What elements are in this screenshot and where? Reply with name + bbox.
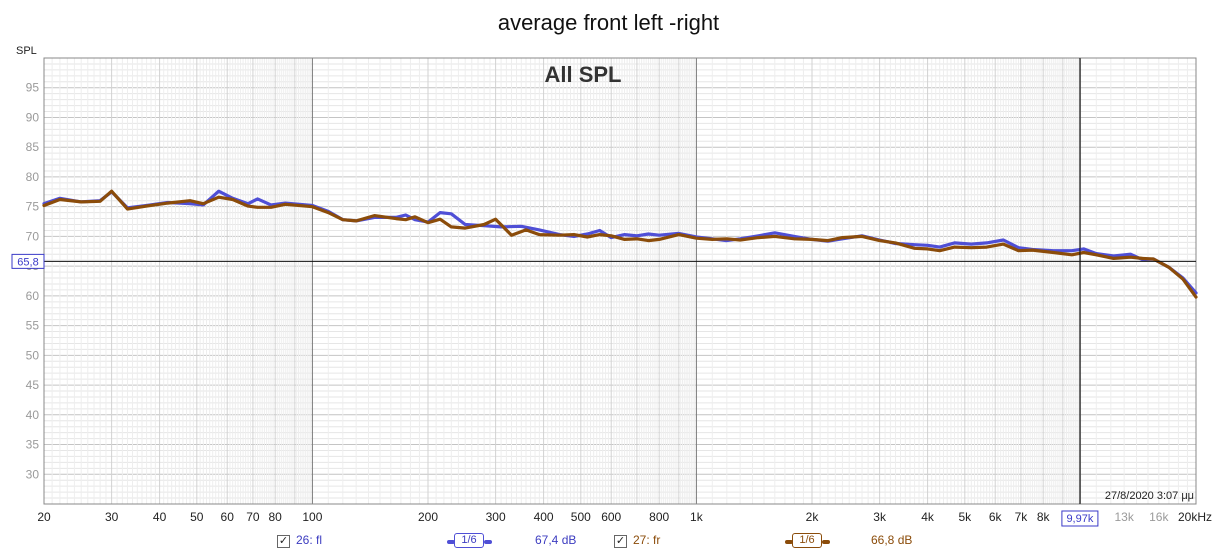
- legend-trace-handle-fr: [785, 540, 793, 544]
- x-tick-label: 200: [418, 510, 438, 524]
- label-layer: All SPLSPL303540455055606570758085909520…: [11, 45, 1212, 527]
- cursor-y-readout: 65,8: [17, 256, 38, 268]
- plot-frame: [43, 57, 1197, 505]
- legend-checkbox-fr[interactable]: ✓: [614, 535, 627, 548]
- plot-subtitle: All SPL: [544, 62, 621, 87]
- plot-area: [44, 58, 1196, 504]
- x-tick-label: 4k: [921, 510, 935, 524]
- x-tick-label: 500: [571, 510, 591, 524]
- legend-trace-handle-fl-right: [484, 540, 492, 544]
- x-tick-label: 5k: [958, 510, 972, 524]
- x-tick-label: 50: [190, 510, 204, 524]
- legend-smoothing-fr[interactable]: 1/6: [792, 533, 822, 548]
- legend-name-fr: 27: fr: [633, 533, 661, 547]
- x-tick-label: 80: [269, 510, 283, 524]
- legend-name-fl: 26: fl: [296, 533, 323, 547]
- y-tick-label: 75: [26, 200, 40, 214]
- legend-smoothing-fl[interactable]: 1/6: [454, 533, 484, 548]
- x-tick-label: 70: [246, 510, 260, 524]
- y-tick-label: 40: [26, 408, 40, 422]
- x-tick-label: 20kHz: [1178, 510, 1212, 524]
- legend-checkbox-fl[interactable]: ✓: [277, 535, 290, 548]
- y-tick-label: 90: [26, 110, 40, 124]
- x-tick-label: 16k: [1149, 510, 1169, 524]
- y-tick-label: 95: [26, 81, 40, 95]
- y-tick-label: 85: [26, 140, 40, 154]
- legend-value-fl: 67,4 dB: [535, 533, 577, 547]
- x-tick-label: 300: [486, 510, 506, 524]
- cursor-x-readout: 9,97k: [1066, 513, 1093, 525]
- x-tick-label: 6k: [989, 510, 1003, 524]
- x-tick-label: 8k: [1037, 510, 1051, 524]
- y-axis-label: SPL: [16, 45, 37, 57]
- x-tick-label: 20: [37, 510, 51, 524]
- legend-value-fr: 66,8 dB: [871, 533, 913, 547]
- legend-trace-handle-fl: [447, 540, 455, 544]
- x-tick-label: 40: [153, 510, 167, 524]
- grid-layer: [43, 57, 1197, 505]
- y-tick-label: 55: [26, 319, 40, 333]
- legend-trace-handle-fr-right: [822, 540, 830, 544]
- x-tick-label: 100: [302, 510, 322, 524]
- x-tick-label: 7k: [1015, 510, 1029, 524]
- y-tick-label: 70: [26, 229, 40, 243]
- x-tick-label: 400: [534, 510, 554, 524]
- y-tick-label: 45: [26, 378, 40, 392]
- cursor-y-readout-box: [11, 253, 45, 269]
- y-tick-label: 30: [26, 467, 40, 481]
- series-line-fr: [42, 189, 1198, 299]
- x-tick-label: 30: [105, 510, 119, 524]
- x-tick-label: 2k: [806, 510, 820, 524]
- x-tick-label: 13k: [1114, 510, 1134, 524]
- cursor-x-readout-box: [1061, 510, 1099, 527]
- x-tick-label: 3k: [873, 510, 887, 524]
- x-tick-label: 60: [221, 510, 235, 524]
- y-tick-label: 35: [26, 438, 40, 452]
- x-tick-label: 600: [601, 510, 621, 524]
- x-tick-label: 800: [649, 510, 669, 524]
- x-tick-label: 1k: [690, 510, 704, 524]
- y-tick-label: 60: [26, 289, 40, 303]
- series-layer: [42, 189, 1198, 299]
- chart-title: average front left -right: [497, 10, 720, 35]
- y-tick-label: 50: [26, 348, 40, 362]
- y-tick-label: 80: [26, 170, 40, 184]
- timestamp: 27/8/2020 3:07 μμ: [1105, 490, 1194, 502]
- series-line-fl: [42, 189, 1198, 295]
